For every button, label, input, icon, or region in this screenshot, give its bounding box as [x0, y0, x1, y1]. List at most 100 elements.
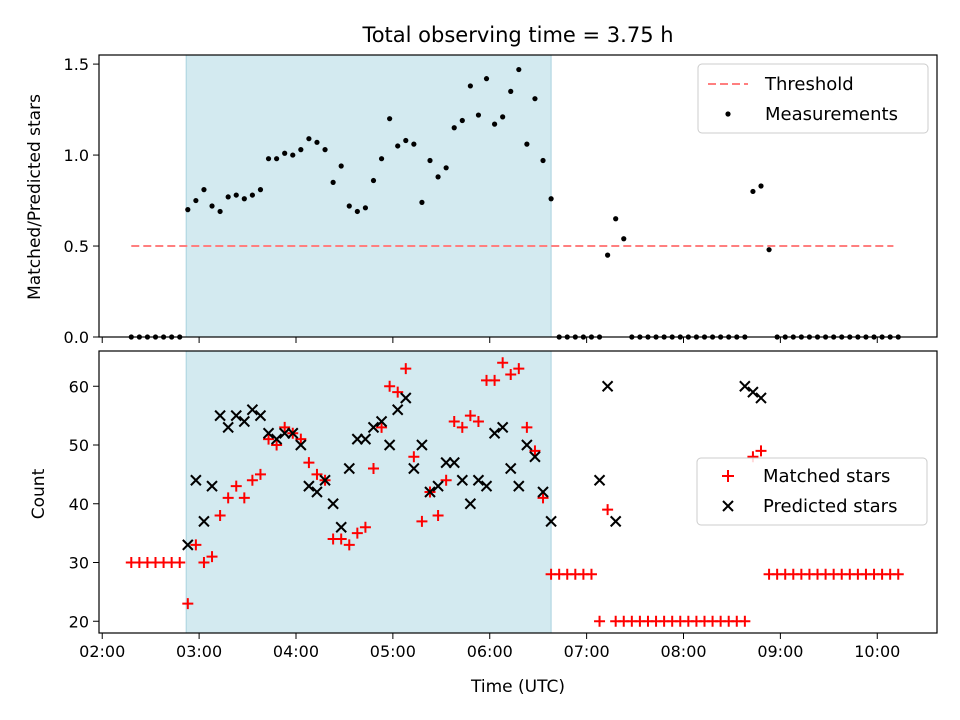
predicted-star-b	[214, 409, 226, 422]
predicted-star-point	[319, 474, 331, 486]
matched-star-point	[214, 510, 226, 521]
top-shaded-span	[185, 54, 552, 338]
predicted-star-point	[513, 480, 525, 492]
bottom-y-tick-label: 60	[69, 377, 89, 396]
matched-star-point	[464, 410, 476, 422]
measurement-point	[378, 156, 385, 162]
matched-star-point	[376, 421, 388, 433]
matched-star-point	[432, 510, 444, 521]
matched-star-point	[529, 445, 541, 457]
predicted-star-b	[246, 404, 259, 416]
predicted-star-point	[254, 409, 267, 422]
predicted-star-b	[601, 380, 614, 392]
x-tick-label: 06:00	[467, 642, 513, 661]
predicted-star-b	[448, 456, 460, 469]
measurement-point	[257, 187, 264, 193]
top-y-tick-label: 0.0	[64, 328, 89, 347]
x-tick-label: 02:00	[79, 642, 125, 661]
bottom-y-tick-label: 30	[69, 554, 89, 573]
predicted-star-b	[311, 486, 323, 498]
predicted-star-point	[262, 427, 275, 439]
x-tick-label: 09:00	[757, 642, 803, 661]
predicted-star-b	[505, 462, 517, 475]
measurement-point	[451, 125, 457, 131]
predicted-star-point	[424, 486, 436, 498]
measurement-point	[233, 192, 239, 198]
predicted-star-point	[182, 539, 194, 551]
top-legend-frame	[697, 63, 929, 134]
predicted-star-b	[343, 462, 355, 475]
predicted-star-point	[335, 521, 347, 533]
bottom-panel: 02:00 03:00 04:00 05:00 06:00 07:00 08:00 09:00…	[69, 350, 938, 661]
legend-threshold-label: Threshold	[764, 74, 854, 95]
predicted-star-point	[198, 515, 210, 528]
measurement-point	[411, 141, 417, 147]
matched-star-point	[456, 421, 468, 433]
predicted-star-b	[472, 474, 485, 486]
predicted-star-b	[408, 462, 420, 475]
predicted-star-point	[408, 462, 420, 475]
matched-star-point	[755, 445, 767, 457]
top-y-tick-label: 1.0	[64, 146, 89, 165]
matched-star-point	[521, 421, 533, 433]
measurement-point	[605, 252, 611, 258]
predicted-star-point	[343, 462, 355, 475]
measurement-point	[217, 208, 223, 215]
matched-star-point	[279, 421, 291, 433]
predicted-star-point	[529, 451, 541, 463]
predicted-star-b	[262, 427, 275, 439]
predicted-star-point	[206, 480, 218, 492]
measurement-point	[274, 156, 280, 162]
bottom-y-tick-label: 40	[69, 495, 89, 514]
x-tick-label: 10:00	[854, 642, 900, 661]
matched-star-point	[295, 433, 307, 445]
predicted-star-b	[375, 415, 388, 428]
predicted-star-point	[601, 380, 614, 392]
x-tick-label: 03:00	[176, 642, 222, 661]
matched-star-point	[343, 539, 355, 551]
matched-star-point	[311, 468, 323, 480]
measurement-point	[185, 207, 191, 213]
matched-star-point	[335, 533, 347, 545]
measurement-point	[395, 143, 401, 149]
predicted-star-b	[529, 451, 541, 463]
measurement-point	[540, 157, 546, 164]
predicted-star-b	[182, 539, 194, 551]
measurement-point	[532, 96, 538, 102]
measurement-point	[249, 192, 255, 198]
measurement-point	[475, 112, 482, 118]
predicted-star-b	[327, 498, 339, 510]
matched-star-point	[892, 568, 904, 580]
predicted-star-b	[400, 392, 412, 404]
measurement-point	[354, 208, 360, 215]
top-legend: Threshold Measurements	[697, 63, 929, 134]
measurement-point	[265, 156, 272, 162]
predicted-star-point	[496, 421, 509, 434]
matched-star-point	[594, 615, 606, 627]
matched-star-point	[351, 527, 363, 539]
predicted-star-b	[416, 439, 428, 451]
predicted-star-b	[190, 474, 202, 486]
predicted-star-point	[287, 427, 299, 439]
predicted-star-point	[359, 433, 372, 445]
measurement-point	[306, 136, 312, 142]
predicted-star-b	[287, 427, 299, 439]
measurement-point	[524, 141, 530, 147]
matched-star-point	[739, 615, 751, 627]
matched-star-point	[206, 551, 218, 563]
measurement-point	[241, 196, 247, 202]
matched-star-point	[384, 380, 396, 392]
measurement-point	[427, 157, 433, 164]
predicted-star-point	[545, 515, 557, 528]
measurement-point	[298, 147, 304, 153]
measurement-point	[290, 152, 296, 158]
predicted-star-point	[327, 498, 339, 510]
predicted-star-b	[230, 409, 242, 422]
predicted-star-point	[303, 480, 315, 492]
measurement-point	[346, 203, 352, 209]
measurement-point	[362, 205, 369, 211]
predicted-star-b	[270, 433, 283, 445]
top-panel: 0.0 0.5 1.0 1.5	[64, 54, 938, 347]
predicted-star-point	[505, 462, 517, 475]
matched-star-point	[238, 492, 250, 504]
